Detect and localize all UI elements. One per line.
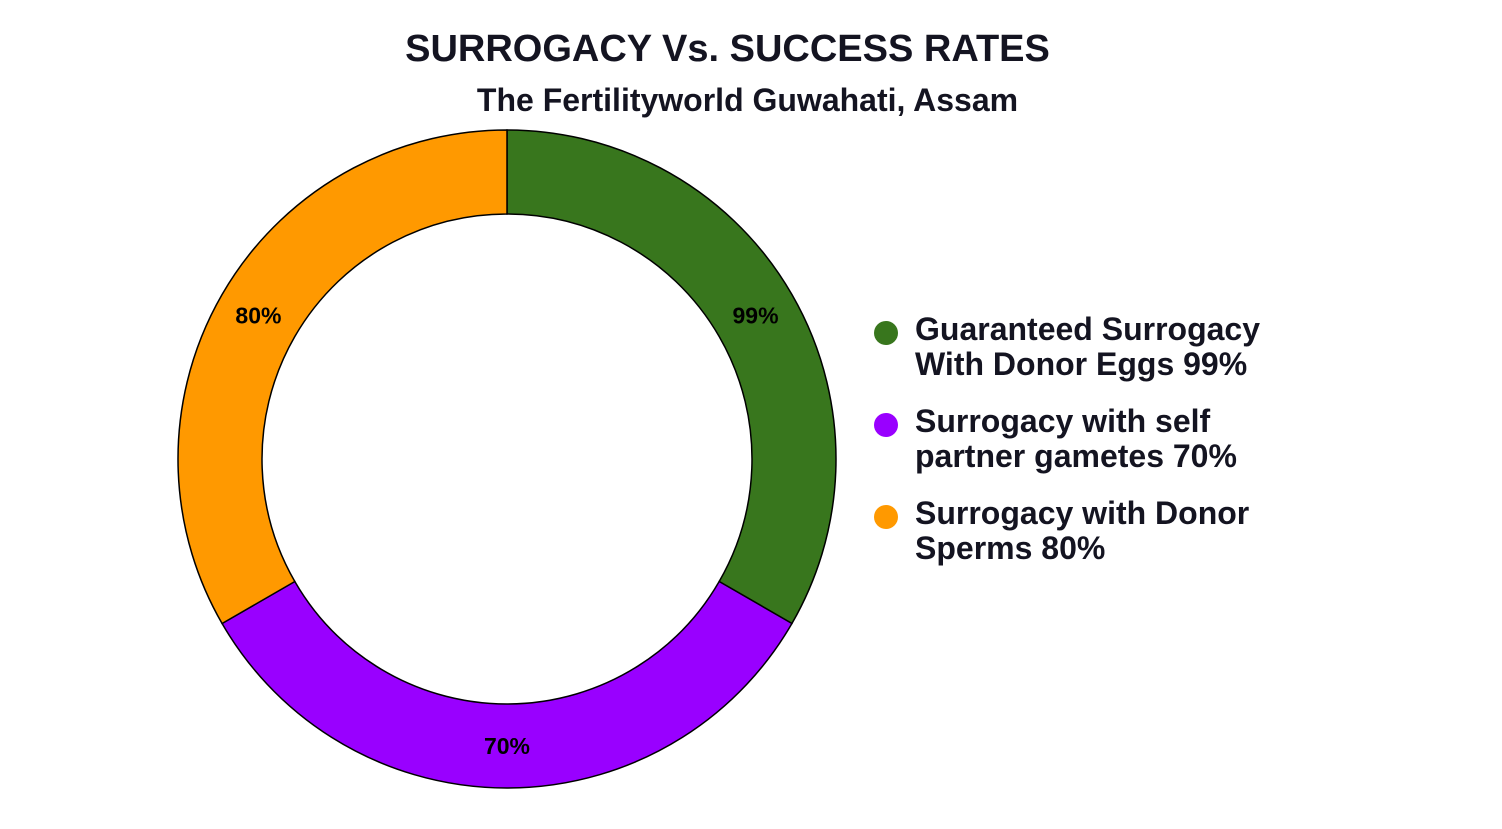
legend-item: Guaranteed Surrogacy With Donor Eggs 99% — [874, 312, 1335, 382]
donut-slice — [177, 129, 508, 625]
legend-label: Guaranteed Surrogacy With Donor Eggs 99% — [915, 311, 1260, 382]
chart-title: SURROGACY Vs. SUCCESS RATES — [405, 28, 1050, 70]
chart-subtitle: The Fertilityworld Guwahati, Assam — [476, 82, 1019, 118]
legend-dot-icon — [874, 413, 898, 437]
legend-label: Surrogacy with self partner gametes 70% — [915, 403, 1237, 474]
legend-dot-icon — [874, 505, 898, 529]
data-label: 99% — [733, 303, 779, 329]
donut-slice — [221, 580, 793, 789]
legend-item: Surrogacy with Donor Sperms 80% — [874, 496, 1335, 566]
legend: Guaranteed Surrogacy With Donor Eggs 99%… — [874, 312, 1335, 588]
legend-label: Surrogacy with Donor Sperms 80% — [915, 495, 1250, 566]
donut-slice — [506, 129, 837, 625]
legend-dot-icon — [874, 321, 898, 345]
data-label: 80% — [235, 303, 281, 329]
legend-item: Surrogacy with self partner gametes 70% — [874, 404, 1335, 474]
data-label: 70% — [484, 733, 530, 759]
